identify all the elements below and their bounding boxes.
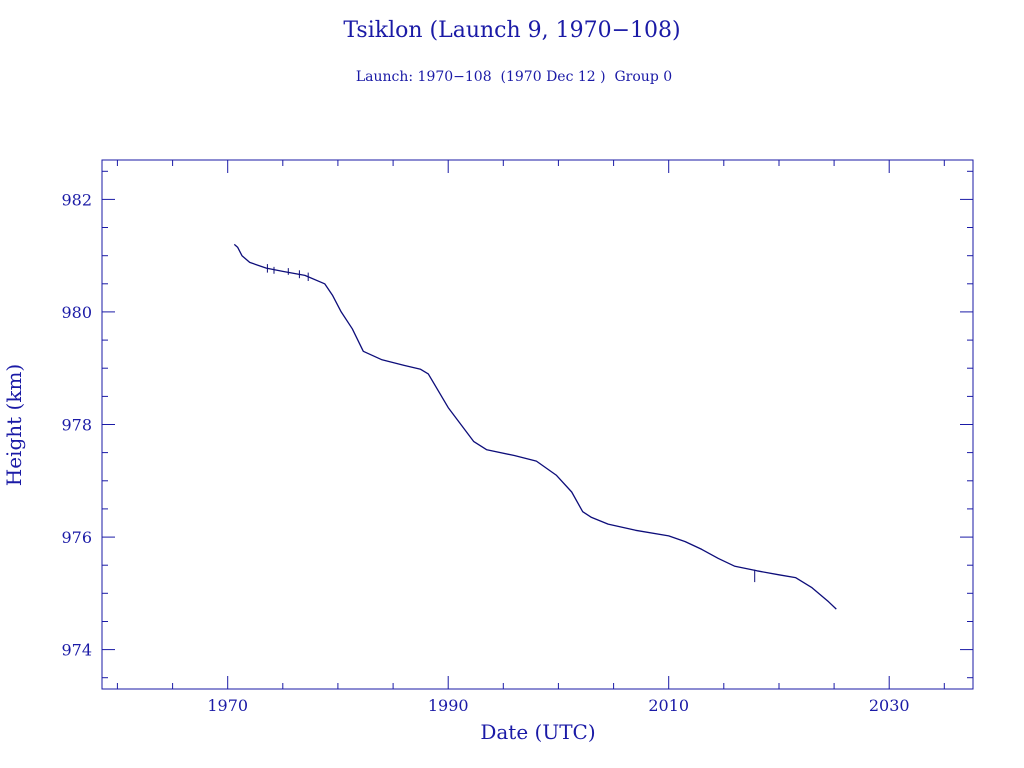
series-layer xyxy=(233,243,837,610)
x-axis-label: Date (UTC) xyxy=(480,720,595,744)
y-axis-label: Height (km) xyxy=(2,364,26,486)
x-tick-label: 2030 xyxy=(869,696,910,715)
x-tick-label: 2010 xyxy=(648,696,689,715)
y-tick-label: 978 xyxy=(61,416,92,435)
axis-tick-labels: 1970 1990 2010 2030 974 976 978 980 982 xyxy=(61,190,909,715)
plot-frame xyxy=(101,159,974,690)
y-tick-label: 980 xyxy=(61,303,92,322)
x-tick-label: 1970 xyxy=(207,696,248,715)
axis-ticks xyxy=(102,160,973,689)
y-tick-label: 974 xyxy=(61,641,92,660)
x-tick-label: 1990 xyxy=(428,696,469,715)
series-line xyxy=(233,243,837,610)
y-tick-label: 976 xyxy=(61,528,92,547)
y-tick-label: 982 xyxy=(61,190,92,209)
chart-subtitle: Launch: 1970−108 (1970 Dec 12 ) Group 0 xyxy=(356,69,672,85)
chart-title: Tsiklon (Launch 9, 1970−108) xyxy=(343,18,680,43)
